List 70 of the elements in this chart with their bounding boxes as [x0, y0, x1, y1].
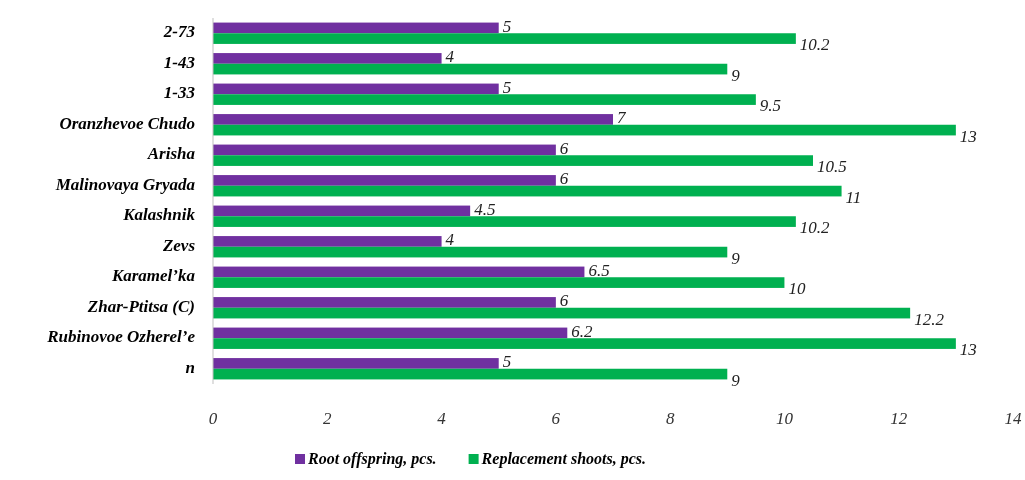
data-label: 5 [502, 16, 512, 36]
bar [213, 22, 499, 34]
y-tick-label: 1-33 [163, 83, 196, 103]
legend-label: Replacement shoots, pcs. [480, 450, 647, 468]
x-tick-label: 10 [775, 409, 794, 428]
data-label: 6.5 [588, 260, 610, 280]
y-tick-label: Zhar-Ptitsa (C) [86, 296, 195, 316]
data-label: 5 [502, 77, 512, 97]
x-tick-label: 0 [208, 409, 218, 428]
data-label: 6 [559, 138, 569, 158]
x-tick-label: 4 [437, 409, 447, 428]
bar [213, 94, 756, 105]
y-tick-label: Karamel’ka [110, 266, 196, 286]
bar [213, 358, 499, 369]
bar [213, 216, 796, 227]
data-label: 6 [559, 169, 569, 189]
data-label: 5 [502, 352, 512, 372]
bar [213, 277, 785, 288]
data-label: 9.5 [759, 96, 782, 116]
data-label: 9 [731, 248, 741, 268]
bar [213, 185, 842, 197]
bar [213, 175, 556, 186]
data-label: 6.2 [571, 321, 594, 341]
y-tick-label: Oranzhevoe Chudo [59, 113, 195, 133]
bar [213, 236, 442, 247]
data-label: 11 [845, 187, 862, 207]
bar [213, 266, 585, 278]
y-tick-label: 2-73 [162, 22, 196, 42]
y-tick-label: Malinovaya Gryada [54, 174, 196, 194]
bar [213, 53, 442, 64]
bar [213, 297, 556, 308]
y-tick-label: Rubinovoe Ozherel’e [46, 327, 196, 347]
bar [213, 83, 499, 95]
data-label: 10.2 [799, 218, 831, 238]
bar [213, 114, 613, 125]
y-tick-label: Arisha [146, 144, 196, 164]
bar [213, 307, 911, 319]
bar [213, 124, 956, 136]
bar [213, 338, 956, 349]
x-tick-label: 8 [665, 409, 675, 428]
data-label: 4 [445, 230, 455, 250]
bar [213, 63, 728, 75]
x-tick-label: 6 [551, 409, 561, 428]
y-tick-label: 1-43 [163, 52, 196, 72]
bar [213, 368, 728, 380]
data-label: 10.5 [817, 157, 847, 177]
y-tick-label: n [185, 357, 195, 377]
data-label: 4.5 [474, 199, 496, 219]
data-label: 9 [731, 65, 741, 85]
bar [213, 155, 813, 166]
y-tick-label: Zevs [161, 235, 196, 255]
y-tick-label: Kalashnik [122, 205, 196, 225]
bar [213, 144, 556, 156]
data-label: 13 [959, 126, 977, 146]
bar [213, 327, 568, 339]
legend-label: Root offspring, pcs. [307, 450, 437, 468]
bar [213, 205, 471, 217]
data-label: 9 [731, 370, 741, 390]
bar [213, 33, 796, 44]
x-tick-label: 12 [890, 409, 908, 428]
x-tick-label: 2 [323, 409, 333, 428]
data-label: 13 [959, 340, 977, 360]
x-tick-label: 14 [1004, 409, 1022, 428]
data-label: 10 [788, 279, 806, 299]
data-label: 6 [559, 291, 569, 311]
data-label: 7 [617, 108, 627, 128]
data-label: 4 [445, 47, 455, 67]
bar [213, 246, 728, 258]
data-label: 12.2 [914, 309, 945, 329]
data-label: 10.2 [799, 35, 831, 55]
